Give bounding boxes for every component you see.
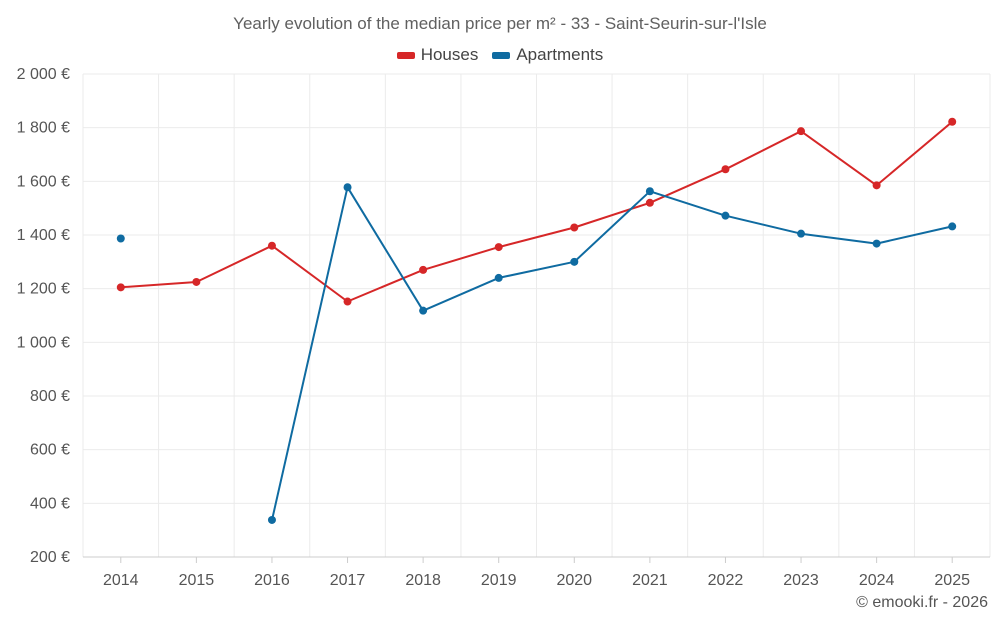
data-point-apartments xyxy=(419,306,428,315)
x-tick-label: 2025 xyxy=(934,572,970,589)
y-tick-label: 2 000 € xyxy=(17,66,70,83)
data-point-apartments xyxy=(797,229,806,238)
x-tick-label: 2014 xyxy=(103,572,139,589)
data-point-apartments xyxy=(948,222,957,231)
data-point-apartments xyxy=(570,257,579,266)
legend-swatch-houses xyxy=(396,51,415,59)
data-point-houses xyxy=(343,297,352,306)
x-tick-label: 2024 xyxy=(859,572,895,589)
y-tick-label: 1 200 € xyxy=(17,281,70,298)
y-tick-label: 800 € xyxy=(30,388,70,405)
data-point-houses xyxy=(570,223,579,232)
x-tick-label: 2021 xyxy=(632,572,668,589)
data-point-houses xyxy=(797,127,806,136)
x-tick-label: 2015 xyxy=(179,572,215,589)
data-point-apartments xyxy=(343,183,352,192)
series-line-houses xyxy=(120,121,953,303)
data-point-houses xyxy=(645,198,654,207)
x-tick-label: 2020 xyxy=(556,572,592,589)
x-tick-label: 2023 xyxy=(783,572,819,589)
data-point-apartments xyxy=(721,211,730,220)
data-point-apartments xyxy=(116,234,125,243)
data-point-apartments xyxy=(645,187,654,196)
data-point-houses xyxy=(494,243,503,252)
x-tick-label: 2019 xyxy=(481,572,517,589)
legend-swatch-apartments xyxy=(492,51,511,59)
credit-text: © emooki.fr - 2026 xyxy=(856,594,988,611)
chart-title: Yearly evolution of the median price per… xyxy=(233,14,767,33)
x-tick-label: 2017 xyxy=(330,572,366,589)
y-tick-label: 1 000 € xyxy=(17,334,70,351)
legend-item-houses[interactable]: Houses xyxy=(396,45,479,65)
x-tick-label: 2016 xyxy=(254,572,290,589)
y-tick-label: 1 400 € xyxy=(17,227,70,244)
data-point-apartments xyxy=(494,273,503,282)
y-tick-label: 1 600 € xyxy=(17,173,70,190)
x-tick-label: 2018 xyxy=(405,572,441,589)
data-point-houses xyxy=(721,165,730,174)
data-point-houses xyxy=(419,265,428,274)
y-tick-label: 1 800 € xyxy=(17,120,70,137)
data-point-houses xyxy=(116,283,125,292)
y-tick-label: 400 € xyxy=(30,495,70,512)
data-point-houses xyxy=(192,277,201,286)
data-point-apartments xyxy=(872,239,881,248)
data-point-apartments xyxy=(267,515,276,524)
x-tick-label: 2022 xyxy=(708,572,744,589)
data-point-houses xyxy=(948,117,957,126)
legend-item-apartments[interactable]: Apartments xyxy=(492,45,603,65)
legend-label-apartments: Apartments xyxy=(516,45,604,64)
y-tick-label: 200 € xyxy=(30,549,70,566)
legend-label-houses: Houses xyxy=(420,45,479,64)
series-line-apartments xyxy=(271,186,953,521)
y-tick-label: 600 € xyxy=(30,442,70,459)
data-point-houses xyxy=(872,181,881,190)
legend: Houses Apartments xyxy=(0,45,1000,65)
data-point-houses xyxy=(267,241,276,250)
